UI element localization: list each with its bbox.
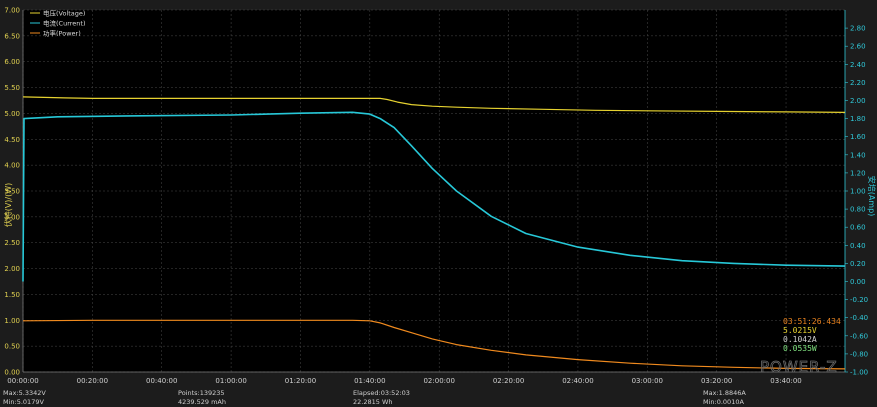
x-tick-label: 00:00:00 — [7, 377, 38, 385]
footer-min-voltage: Min:5.0179V — [3, 398, 44, 406]
right-tick-label: 0.60 — [850, 224, 866, 232]
left-tick-label: 3.00 — [4, 213, 20, 221]
right-axis-ticks: -1.00 -0.80 -0.60 -0.40 -0.20 0.00 0.20 0.40 0.6… — [845, 25, 868, 377]
x-tick-label: 01:00:00 — [215, 377, 246, 385]
series-line-current — [22, 111, 846, 282]
left-tick-label: 5.50 — [4, 84, 20, 92]
left-tick-label: 6.00 — [4, 58, 20, 66]
legend: 电压(Voltage) 电流(Current) 功率(Power) — [30, 9, 86, 38]
left-tick-label: 3.50 — [4, 188, 20, 196]
left-tick-label: 0.00 — [4, 369, 20, 377]
x-tick-label: 03:20:00 — [701, 377, 732, 385]
legend-label-current: 电流(Current) — [43, 19, 86, 28]
footer-points: Points:139235 — [178, 389, 225, 397]
left-tick-label: 4.50 — [4, 136, 20, 144]
right-tick-label: -0.40 — [850, 314, 868, 322]
x-tick-label: 01:20:00 — [285, 377, 316, 385]
right-tick-label: -1.00 — [850, 369, 868, 377]
right-tick-label: 0.00 — [850, 278, 866, 286]
left-tick-label: 4.00 — [4, 162, 20, 170]
right-tick-label: 1.40 — [850, 151, 866, 159]
left-tick-label: 1.50 — [4, 291, 20, 299]
left-axis-ticks: 0.00 0.50 1.00 1.50 2.00 2.50 3.00 3.50 4.00 4.50… — [4, 7, 20, 377]
right-tick-label: 2.60 — [850, 43, 866, 51]
left-tick-label: 2.50 — [4, 239, 20, 247]
x-tick-label: 03:00:00 — [632, 377, 663, 385]
footer-elapsed: Elapsed:03:52:03 — [353, 389, 410, 397]
right-tick-label: -0.60 — [850, 332, 868, 340]
left-tick-label: 5.00 — [4, 110, 20, 118]
footer-min-current: Min:0.0010A — [703, 398, 744, 406]
readout-power: 0.0535W — [783, 344, 817, 353]
series-lines — [22, 96, 846, 370]
footer-max-voltage: Max:5.3342V — [3, 389, 46, 397]
cursor-readout: 03:51:26.434 5.0215V 0.1042A 0.0535W — [783, 317, 841, 353]
right-tick-label: 2.00 — [850, 97, 866, 105]
footer-mah: 4239.529 mAh — [178, 398, 226, 406]
readout-current: 0.1042A — [783, 335, 817, 344]
x-tick-label: 02:20:00 — [493, 377, 524, 385]
right-tick-label: 1.80 — [850, 115, 866, 123]
left-axis-label: 伏特(V)/(W) — [3, 183, 13, 228]
series-line-voltage — [22, 96, 846, 113]
left-tick-label: 6.50 — [4, 32, 20, 40]
x-tick-label: 00:40:00 — [146, 377, 177, 385]
series-line-power — [22, 319, 846, 370]
plot-area — [23, 10, 845, 372]
left-tick-label: 0.50 — [4, 343, 20, 351]
x-tick-label: 02:40:00 — [562, 377, 593, 385]
right-axis-label: 安培(Amp) — [867, 176, 877, 217]
x-tick-label: 00:20:00 — [77, 377, 108, 385]
right-tick-label: 2.40 — [850, 61, 866, 69]
readout-voltage: 5.0215V — [783, 326, 817, 335]
right-tick-label: 1.00 — [850, 188, 866, 196]
right-tick-label: -0.80 — [850, 350, 868, 358]
legend-label-power: 功率(Power) — [43, 29, 81, 38]
left-tick-label: 1.00 — [4, 317, 20, 325]
x-tick-label: 01:40:00 — [354, 377, 385, 385]
x-axis-ticks: 00:00:00 00:20:00 00:40:00 01:00:00 01:20:00… — [7, 377, 801, 385]
right-tick-label: 1.20 — [850, 169, 866, 177]
right-tick-label: 0.40 — [850, 242, 866, 250]
right-tick-label: 2.80 — [850, 25, 866, 33]
stats-footer: Max:5.3342V Min:5.0179V Points:139235 42… — [3, 389, 746, 406]
right-tick-label: 0.20 — [850, 260, 866, 268]
right-tick-label: -0.20 — [850, 296, 868, 304]
left-tick-label: 7.00 — [4, 7, 20, 15]
watermark: POWER-Z — [760, 358, 838, 376]
x-tick-label: 03:40:00 — [770, 377, 801, 385]
right-tick-label: 0.80 — [850, 206, 866, 214]
readout-time: 03:51:26.434 — [783, 317, 841, 326]
right-tick-label: 1.60 — [850, 133, 866, 141]
right-tick-label: 2.20 — [850, 79, 866, 87]
legend-label-voltage: 电压(Voltage) — [43, 9, 85, 18]
footer-wh: 22.2815 Wh — [353, 398, 393, 406]
x-tick-label: 02:00:00 — [423, 377, 454, 385]
footer-max-current: Max:1.8846A — [703, 389, 746, 397]
left-tick-label: 2.00 — [4, 265, 20, 273]
